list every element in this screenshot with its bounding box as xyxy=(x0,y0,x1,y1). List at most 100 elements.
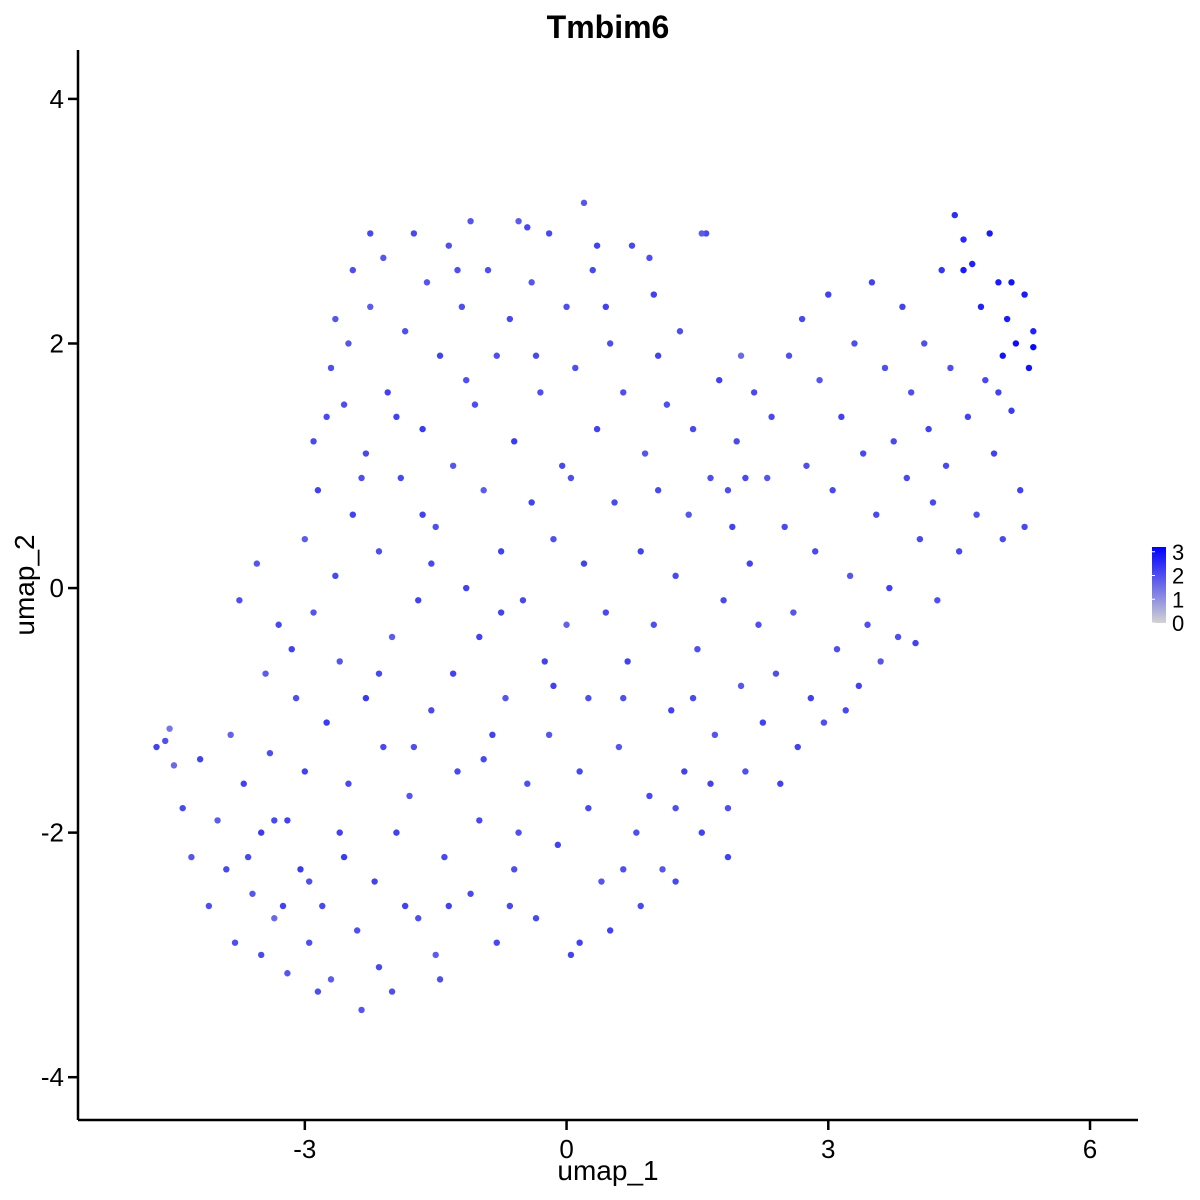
cell-point xyxy=(563,303,570,310)
cell-point xyxy=(554,841,562,849)
cell-point xyxy=(720,597,727,604)
cell-point xyxy=(375,670,383,677)
cell-point xyxy=(803,462,810,469)
cell-point xyxy=(960,236,967,243)
axes xyxy=(76,50,1138,1122)
cell-point xyxy=(541,658,548,665)
cell-point xyxy=(511,866,518,873)
cell-point xyxy=(650,291,658,298)
cell-point xyxy=(1003,315,1011,323)
cell-point xyxy=(393,829,400,836)
cell-point xyxy=(319,902,326,910)
cell-point xyxy=(279,902,287,910)
cell-point xyxy=(947,364,954,372)
cell-point xyxy=(493,939,500,946)
cell-point xyxy=(737,352,745,359)
cell-point xyxy=(781,523,788,531)
cell-point xyxy=(602,609,610,616)
cell-point xyxy=(620,694,627,702)
cell-point xyxy=(188,853,195,861)
cell-point xyxy=(275,621,282,628)
cell-point xyxy=(637,902,644,910)
cell-point xyxy=(995,389,1002,396)
cell-point xyxy=(401,328,409,335)
cell-point xyxy=(759,719,767,726)
cell-point xyxy=(995,279,1002,286)
cell-point xyxy=(733,438,740,445)
cell-point xyxy=(899,303,906,310)
cell-point xyxy=(436,976,444,983)
cell-point xyxy=(654,487,662,494)
cell-point xyxy=(240,780,247,787)
cell-point xyxy=(1008,279,1015,286)
cell-point xyxy=(969,260,976,268)
chart-title: Tmbim6 xyxy=(547,9,670,45)
cell-point xyxy=(476,633,483,641)
y-axis-label: umap_2 xyxy=(9,534,40,635)
cell-point xyxy=(253,560,261,567)
cell-point xyxy=(162,737,169,745)
y-ticks: -4 -2 0 2 4 xyxy=(41,84,78,1092)
cell-point xyxy=(415,915,422,922)
cell-point xyxy=(375,963,383,971)
cell-point xyxy=(663,401,671,408)
cell-point xyxy=(864,621,871,628)
cell-point xyxy=(476,817,483,824)
cell-point xyxy=(458,303,466,310)
y-tick-label: -4 xyxy=(41,1062,64,1092)
cell-point xyxy=(654,352,662,359)
cell-point xyxy=(528,279,535,286)
cell-point xyxy=(305,939,313,946)
cell-point xyxy=(711,731,719,738)
cell-point xyxy=(515,218,522,225)
cell-point xyxy=(524,780,531,787)
cell-point xyxy=(214,817,221,824)
cell-point xyxy=(641,450,649,457)
cell-point xyxy=(537,389,544,396)
cell-point xyxy=(986,230,993,237)
cell-point xyxy=(258,951,265,959)
cell-point xyxy=(585,694,592,702)
cell-point xyxy=(855,682,863,690)
cell-point xyxy=(1017,487,1024,494)
cell-point xyxy=(362,694,370,702)
cell-point xyxy=(825,291,832,298)
cell-point xyxy=(764,474,771,482)
cell-point xyxy=(463,376,470,384)
cell-point xyxy=(445,902,452,910)
cell-point xyxy=(602,303,610,310)
cell-point xyxy=(689,425,697,433)
cell-point xyxy=(903,474,911,482)
cell-point xyxy=(838,413,845,421)
cell-point xyxy=(881,364,889,372)
cell-point xyxy=(724,853,732,861)
cell-point xyxy=(349,266,357,274)
cell-point xyxy=(750,389,758,396)
cell-point xyxy=(894,633,902,641)
cell-point xyxy=(890,438,897,445)
cell-point xyxy=(624,658,631,665)
cell-point xyxy=(467,890,474,897)
cell-point xyxy=(907,389,915,396)
cell-point xyxy=(646,254,653,262)
cell-point xyxy=(790,609,797,616)
cell-point xyxy=(288,646,295,653)
cell-point xyxy=(428,560,435,567)
cell-point xyxy=(284,817,291,824)
cell-point xyxy=(545,731,553,738)
cell-point xyxy=(301,535,309,543)
cell-point xyxy=(606,927,614,934)
cell-point xyxy=(973,511,980,518)
y-tick-label: 0 xyxy=(50,573,64,603)
cell-point xyxy=(558,462,566,469)
x-tick-label: -3 xyxy=(293,1134,316,1164)
cell-point xyxy=(916,535,924,543)
cell-point xyxy=(999,352,1006,359)
cell-point xyxy=(345,780,352,787)
cell-point xyxy=(205,902,213,910)
cell-point xyxy=(227,731,234,738)
cell-point xyxy=(502,694,509,702)
cell-point xyxy=(179,804,186,812)
cell-point xyxy=(1030,328,1037,335)
